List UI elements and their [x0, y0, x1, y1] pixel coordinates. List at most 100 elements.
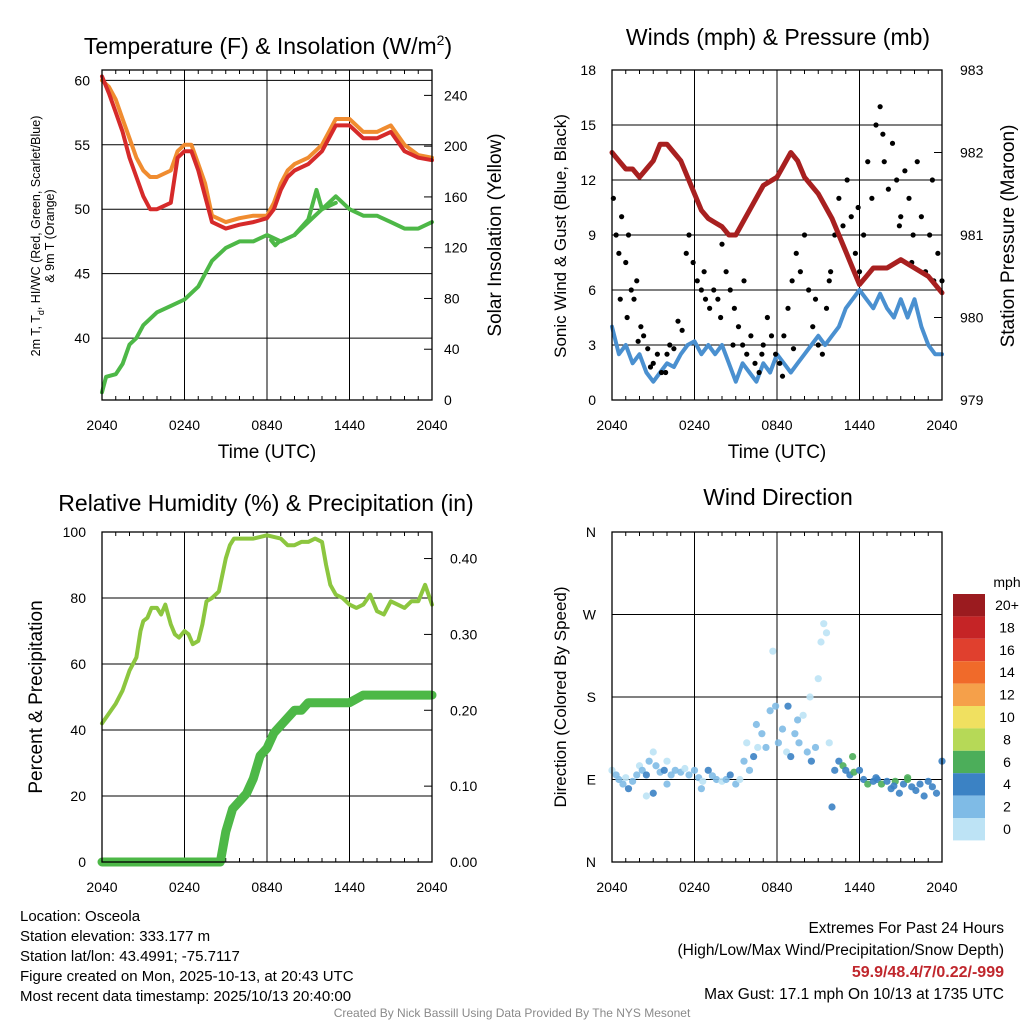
wdir-legend-swatch: [953, 773, 985, 796]
wdir-point: [806, 693, 814, 701]
wdir-point: [932, 789, 941, 797]
wind-gust-point: [881, 159, 887, 165]
wind-gust-point: [823, 305, 830, 311]
wdir-point: [803, 748, 811, 756]
wind-gust-point: [667, 342, 673, 348]
wind-xlabel: Time (UTC): [728, 442, 827, 463]
temp-xtick-label: 2040: [416, 417, 447, 433]
wdir-point: [899, 780, 908, 788]
temp-right-tick-label: 200: [444, 138, 468, 154]
wind-gust-point: [848, 214, 854, 220]
wind-gust-point: [865, 159, 871, 165]
wind-gust-point: [935, 250, 941, 256]
wdir-legend-label: 10: [999, 709, 1015, 725]
wdir-point: [649, 789, 657, 797]
wdir-point: [814, 675, 822, 683]
wind-right-tick-label: 979: [960, 392, 984, 408]
wdir-point: [624, 785, 633, 793]
temp-xtick-label: 2040: [86, 417, 117, 433]
wind-gust-point: [773, 351, 779, 357]
temp-series-td-segment: [269, 238, 282, 248]
wind-gust-point: [719, 241, 725, 247]
wdir-xtick-label: 1440: [844, 879, 875, 895]
wdir-point: [754, 743, 762, 752]
rh-xtick-label: 0840: [251, 879, 282, 895]
recent-data-text: Most recent data timestamp: 2025/10/13 2…: [20, 988, 352, 1005]
wdir-point: [920, 792, 928, 800]
wind-gust-point: [730, 342, 736, 348]
wind-gust-point: [731, 305, 737, 311]
wdir-legend-label: 18: [999, 619, 1015, 635]
wdir-ytick-label: N: [586, 854, 596, 870]
wdir-point: [671, 766, 679, 774]
wind-right-tick-label: 980: [960, 310, 984, 326]
wdir-ytick-label: S: [587, 689, 596, 705]
wind-gust-point: [797, 269, 803, 275]
wdir-point: [791, 730, 799, 738]
wind-gust-point: [727, 287, 733, 293]
wind-gust-point: [623, 259, 629, 266]
wdir-point: [663, 780, 671, 788]
rh-ytick-label: 0: [78, 854, 86, 870]
wind-gust-point: [793, 250, 799, 256]
temp-title: Temperature (F) & Insolation (W/m2): [84, 32, 452, 59]
wdir-point: [726, 771, 734, 779]
wdir-point: [774, 739, 782, 747]
elevation-text: Station elevation: 333.177 m: [20, 928, 211, 945]
wdir-point: [860, 775, 868, 784]
temp-ylabel: 2m T, Td, HI/WC (Red, Green, Scarlet/Blu…: [29, 116, 57, 357]
wdir-point: [799, 711, 807, 719]
wdir-point: [745, 766, 754, 774]
temp-ylabel-sub: d: [36, 310, 46, 315]
wdir-legend-label: 14: [999, 664, 1015, 680]
wdir-point: [924, 777, 932, 785]
wind-gust-point: [690, 259, 696, 266]
temp-ytick-label: 50: [74, 201, 90, 217]
wind-gust-point: [752, 360, 758, 366]
wind-gust-point: [777, 360, 783, 366]
temp-ytick-label: 40: [74, 330, 90, 346]
wind-xtick-label: 0240: [679, 417, 710, 433]
wind-gust-point: [906, 195, 912, 201]
location-text: Location: Osceola: [20, 908, 141, 925]
wdir-point: [828, 803, 836, 811]
wind-gust-point: [877, 104, 883, 110]
temp-right-tick-label: 160: [444, 189, 468, 205]
wind-gust-point: [844, 177, 850, 183]
wind-gust-point: [806, 287, 812, 293]
wdir-point: [762, 743, 770, 752]
wind-gust-point: [675, 318, 681, 324]
wind-gust-point: [885, 186, 891, 192]
wind-gust-point: [873, 122, 879, 128]
wdir-point: [642, 792, 650, 800]
wdir-point: [743, 739, 751, 747]
rh-right-tick-label: 0.00: [450, 854, 477, 870]
wind-gust-point: [810, 324, 816, 330]
wdir-point: [849, 752, 857, 761]
wdir-point: [652, 762, 660, 770]
wdir-xtick-label: 0240: [679, 879, 710, 895]
wdir-point: [622, 774, 630, 782]
wdir-point: [817, 638, 825, 646]
wind-gust-point: [785, 305, 791, 311]
extremes-summary: Extremes For Past 24 Hours (High/Low/Max…: [678, 918, 1005, 1006]
wdir-legend-swatch: [953, 750, 985, 774]
wind-gust-point: [855, 204, 861, 211]
wind-gust-point: [836, 195, 842, 201]
wind-gust-point: [856, 269, 863, 275]
wind-gust-point: [852, 250, 858, 256]
temp-ylabel-line1b: , HI/WC (Red, Green, Scarlet/Blue): [29, 116, 43, 311]
rh-xtick-label: 1440: [334, 879, 365, 895]
wind-gust-point: [698, 287, 704, 293]
wdir-point: [732, 780, 740, 788]
wind-gust-point: [918, 214, 924, 220]
wind-gust-point: [645, 346, 651, 352]
wdir-point: [850, 768, 858, 776]
extremes-values: 59.9/48.4/7/0.22/-999: [851, 964, 1004, 981]
temp-plot-border: [101, 69, 433, 401]
wind-gust-point: [740, 342, 746, 348]
temp-ytick-label: 55: [74, 137, 90, 153]
wind-ylabel: Sonic Wind & Gust (Blue, Black): [551, 114, 570, 358]
wdir-point: [663, 757, 671, 765]
rh-ytick-label: 80: [70, 590, 86, 606]
